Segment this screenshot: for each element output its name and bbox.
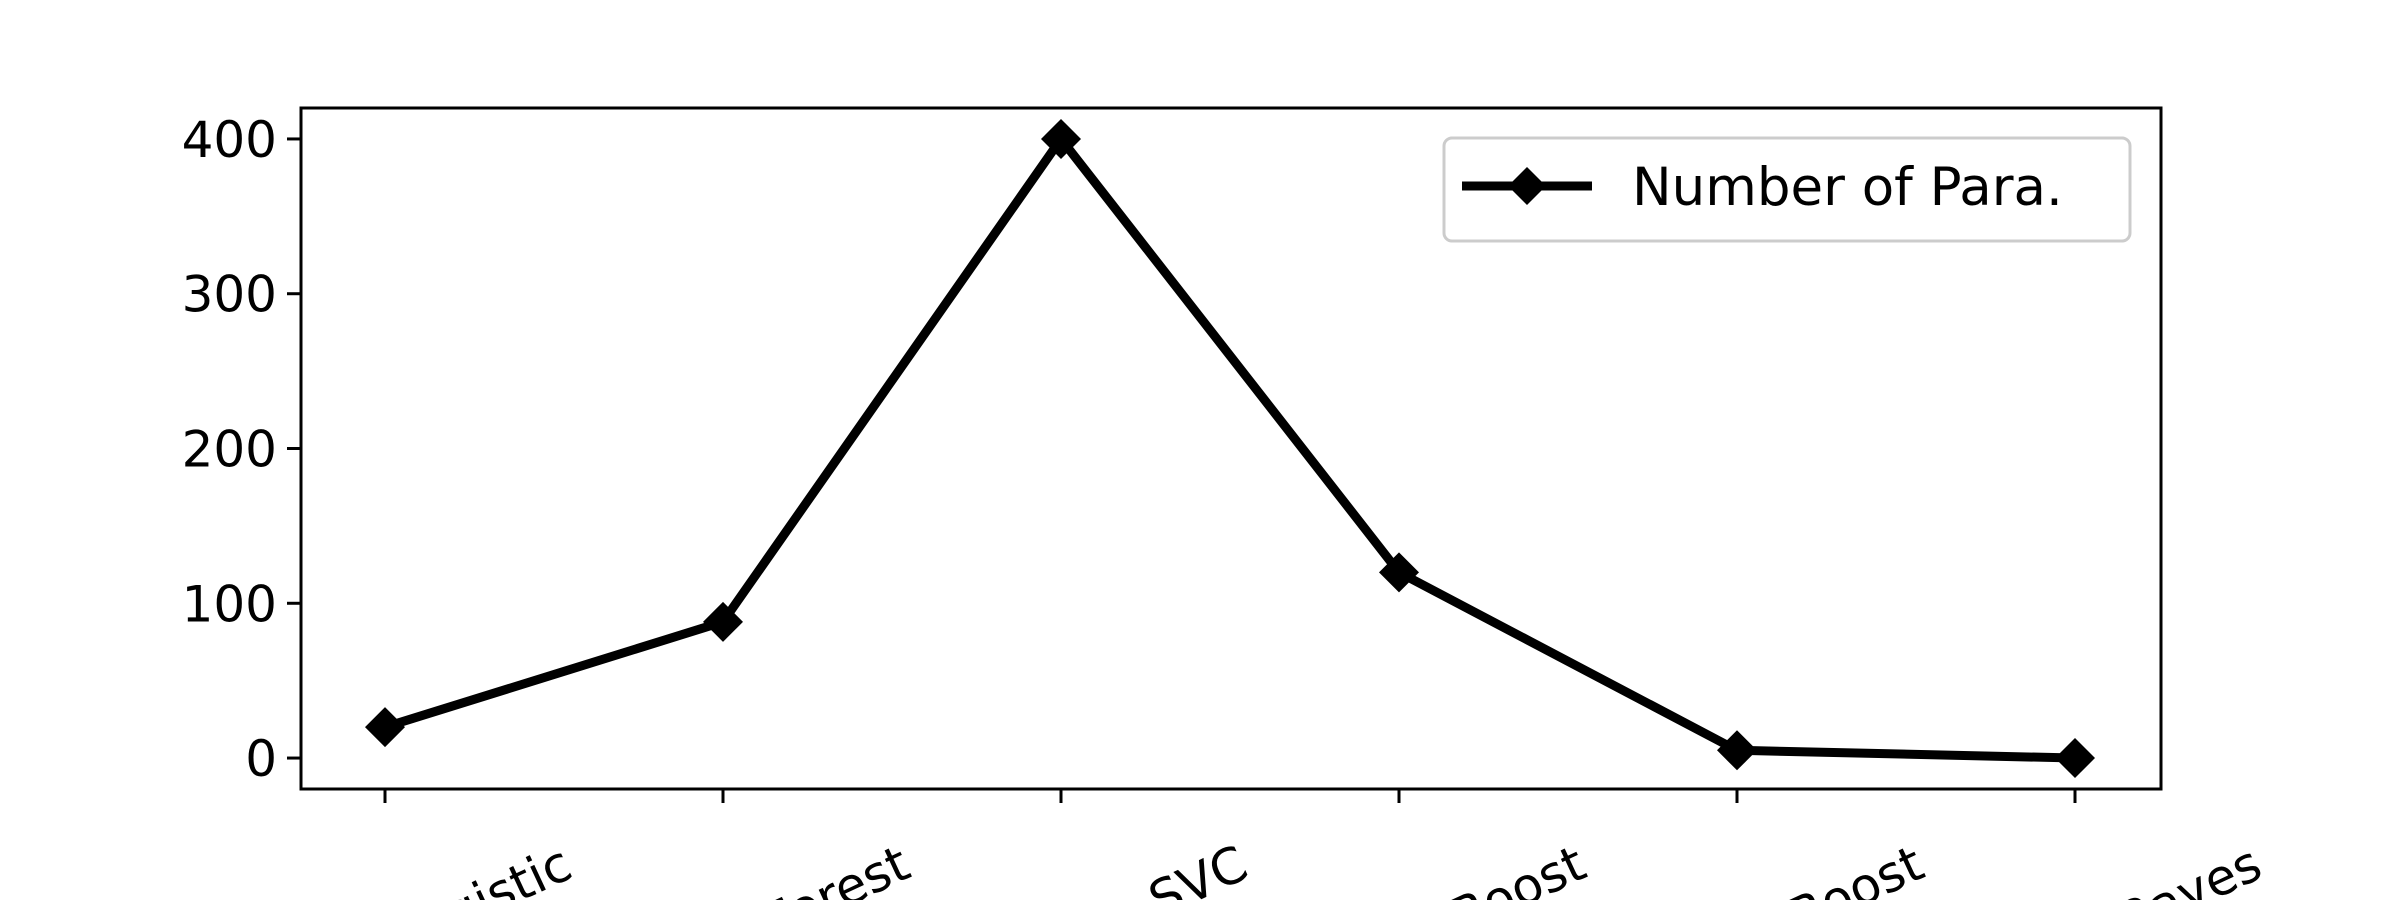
y-tick-label: 100 [182, 575, 277, 633]
y-tick-label: 300 [182, 266, 277, 324]
legend: Number of Para. [1442, 136, 2132, 243]
x-tick-label: Logistic [383, 834, 580, 900]
series-line [383, 134, 2076, 763]
legend-box [1442, 136, 2132, 243]
data-point-marker [365, 707, 405, 748]
y-tick-label: 0 [245, 730, 277, 788]
y-tick-label: 400 [182, 111, 277, 169]
data-point-marker [1717, 730, 1757, 771]
legend-label: Number of Para. [1632, 157, 2063, 218]
plot-frame [299, 106, 2163, 791]
x-tick-label: RandomForest [567, 834, 918, 900]
y-axis: 0 100 200 300 400 [182, 111, 301, 788]
x-tick-label: NaiveBayes [1979, 834, 2270, 900]
data-point-marker [1379, 552, 1419, 593]
data-point-marker [1041, 118, 1081, 159]
legend-diamond-marker [1508, 167, 1546, 205]
data-point-marker [703, 601, 743, 642]
x-tick-label: AdaBoost [1355, 834, 1594, 900]
x-tick-label: SVC [1140, 834, 1256, 900]
x-axis: LogisticRandomForest SVC AdaBoost XGBoost Na… [383, 789, 2270, 900]
plot-series [365, 118, 2095, 779]
data-point-marker [2055, 738, 2095, 779]
x-tick-label: XGBoost [1713, 834, 1932, 900]
y-tick-label: 200 [182, 421, 277, 479]
